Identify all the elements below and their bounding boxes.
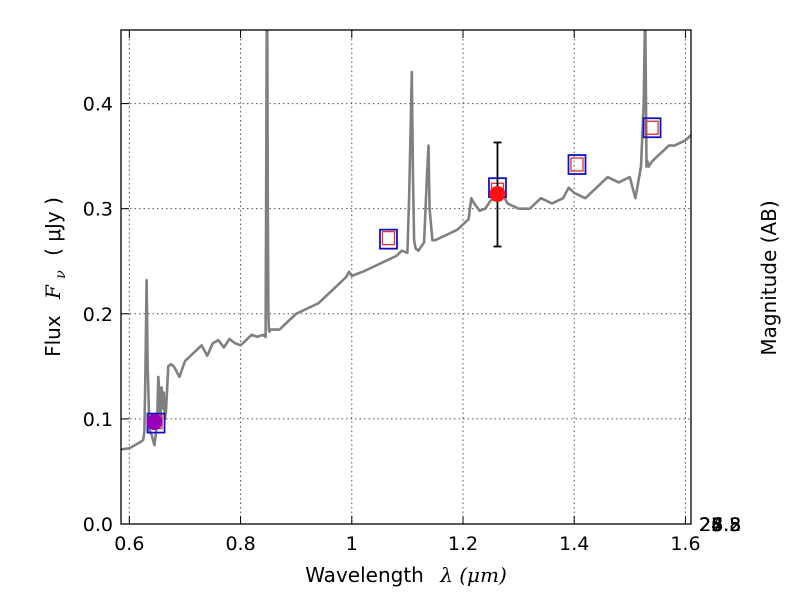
x-tick-label: 1.4 — [559, 533, 589, 555]
x-axis-title: Wavelength λ (μm) — [305, 563, 507, 587]
y-axis-title: Flux F ν ( μJy ) — [41, 197, 70, 357]
y-axis-title-sub: ν — [53, 270, 69, 279]
x-tick-label: 0.6 — [114, 533, 144, 555]
y-axis-title-text: Flux — [41, 315, 65, 357]
y-tick-label: 0.4 — [83, 94, 113, 116]
x-tick-label: 1 — [346, 533, 358, 555]
y-axis-title-math: F — [41, 284, 65, 300]
measured-flux-point — [489, 185, 506, 202]
y2-tick-label: 27 — [699, 514, 723, 536]
y-tick-label: 0.1 — [83, 409, 113, 431]
y2-tick-label: 24.8 — [699, 514, 741, 536]
grid — [121, 30, 691, 525]
model-flux-square — [570, 157, 584, 172]
plot-frame — [120, 29, 692, 525]
y-tick-label: 0.3 — [83, 199, 113, 221]
observed-flux-square — [379, 228, 398, 250]
x-axis-title-math: λ (μm) — [439, 563, 507, 587]
x-axis-title-text: Wavelength — [305, 563, 424, 587]
x-tick-label: 0.8 — [225, 533, 255, 555]
y2-tick-label: 25.2 — [699, 514, 741, 536]
observed-flux-square — [642, 117, 662, 139]
y2-tick-label: 26.5 — [699, 514, 741, 536]
spectrum-layer — [121, 30, 691, 451]
x-tick-label: 1.2 — [448, 533, 478, 555]
x-tick-label: 1.6 — [670, 533, 700, 555]
y2-tick-label: 25.5 — [699, 514, 741, 536]
model-flux-square — [381, 230, 396, 246]
model-flux-square — [645, 120, 659, 135]
y-axis-title-unit: ( μJy ) — [41, 197, 65, 256]
y2-axis-title: Magnitude (AB) — [757, 200, 781, 355]
observed-flux-square — [567, 154, 587, 175]
y2-tick-label: 25 — [699, 514, 723, 536]
photometry-markers — [146, 117, 662, 434]
y-tick-label: 0.2 — [83, 304, 113, 326]
y2-tick-label: 26 — [699, 514, 723, 536]
y-tick-label: 0.0 — [83, 514, 113, 536]
measured-flux-point-purple — [146, 414, 163, 431]
axis-ticks: 0.6 0.8 1 1.2 1.4 1.6 0.0 0.1 0.2 0.3 0.4 24.82525.… — [83, 30, 741, 555]
y2-tick-label: 28 — [699, 514, 723, 536]
spectrum-line — [121, 30, 691, 451]
